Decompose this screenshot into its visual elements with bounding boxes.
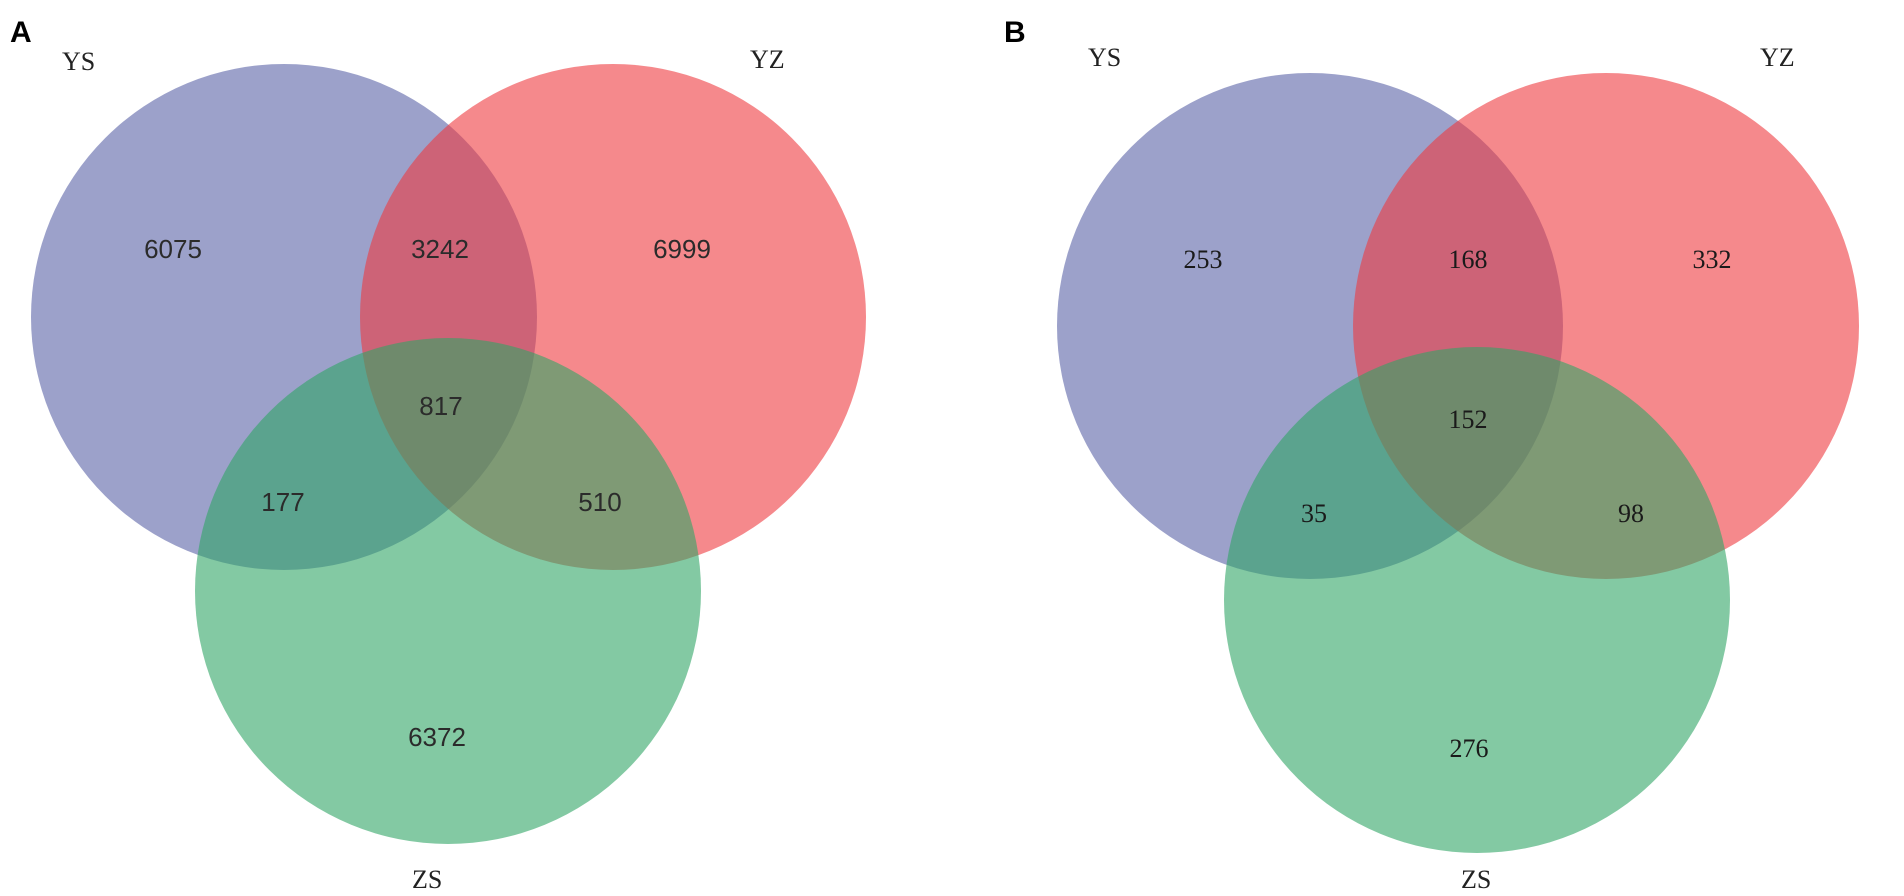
label-zs: ZS: [412, 865, 442, 894]
panel-letter: A: [10, 16, 32, 49]
venn-diagram-a: A YS YZ ZS 6075 3242 6999 817 177 510 63…: [10, 16, 866, 894]
panel-letter: B: [1004, 16, 1026, 49]
label-yz: YZ: [1760, 43, 1795, 72]
circle-zs: [195, 338, 701, 844]
label-ys: YS: [1088, 43, 1121, 72]
label-zs: ZS: [1461, 865, 1491, 894]
count-ys-zs: 35: [1301, 499, 1327, 528]
count-yz-only: 6999: [653, 234, 711, 264]
count-ys-only: 253: [1184, 245, 1223, 274]
count-yz-only: 332: [1693, 245, 1732, 274]
venn-panel-a: A YS YZ ZS 6075 3242 6999 817 177 510 63…: [10, 16, 866, 894]
count-yz-zs: 510: [578, 487, 621, 517]
count-ys-yz: 168: [1449, 245, 1488, 274]
circle-zs: [1224, 347, 1730, 853]
count-ys-yz: 3242: [411, 234, 469, 264]
venn-panel-b: B YS YZ ZS 253 168 332 152 35 98 276: [952, 0, 1904, 896]
count-all: 817: [419, 391, 462, 421]
count-ys-only: 6075: [144, 234, 202, 264]
count-zs-only: 6372: [408, 722, 466, 752]
label-yz: YZ: [750, 45, 785, 74]
count-ys-zs: 177: [261, 487, 304, 517]
count-all: 152: [1449, 405, 1488, 434]
venn-diagram-b: B YS YZ ZS 253 168 332 152 35 98 276: [1004, 16, 1859, 894]
count-yz-zs: 98: [1618, 499, 1644, 528]
count-zs-only: 276: [1450, 734, 1489, 763]
label-ys: YS: [62, 47, 95, 76]
